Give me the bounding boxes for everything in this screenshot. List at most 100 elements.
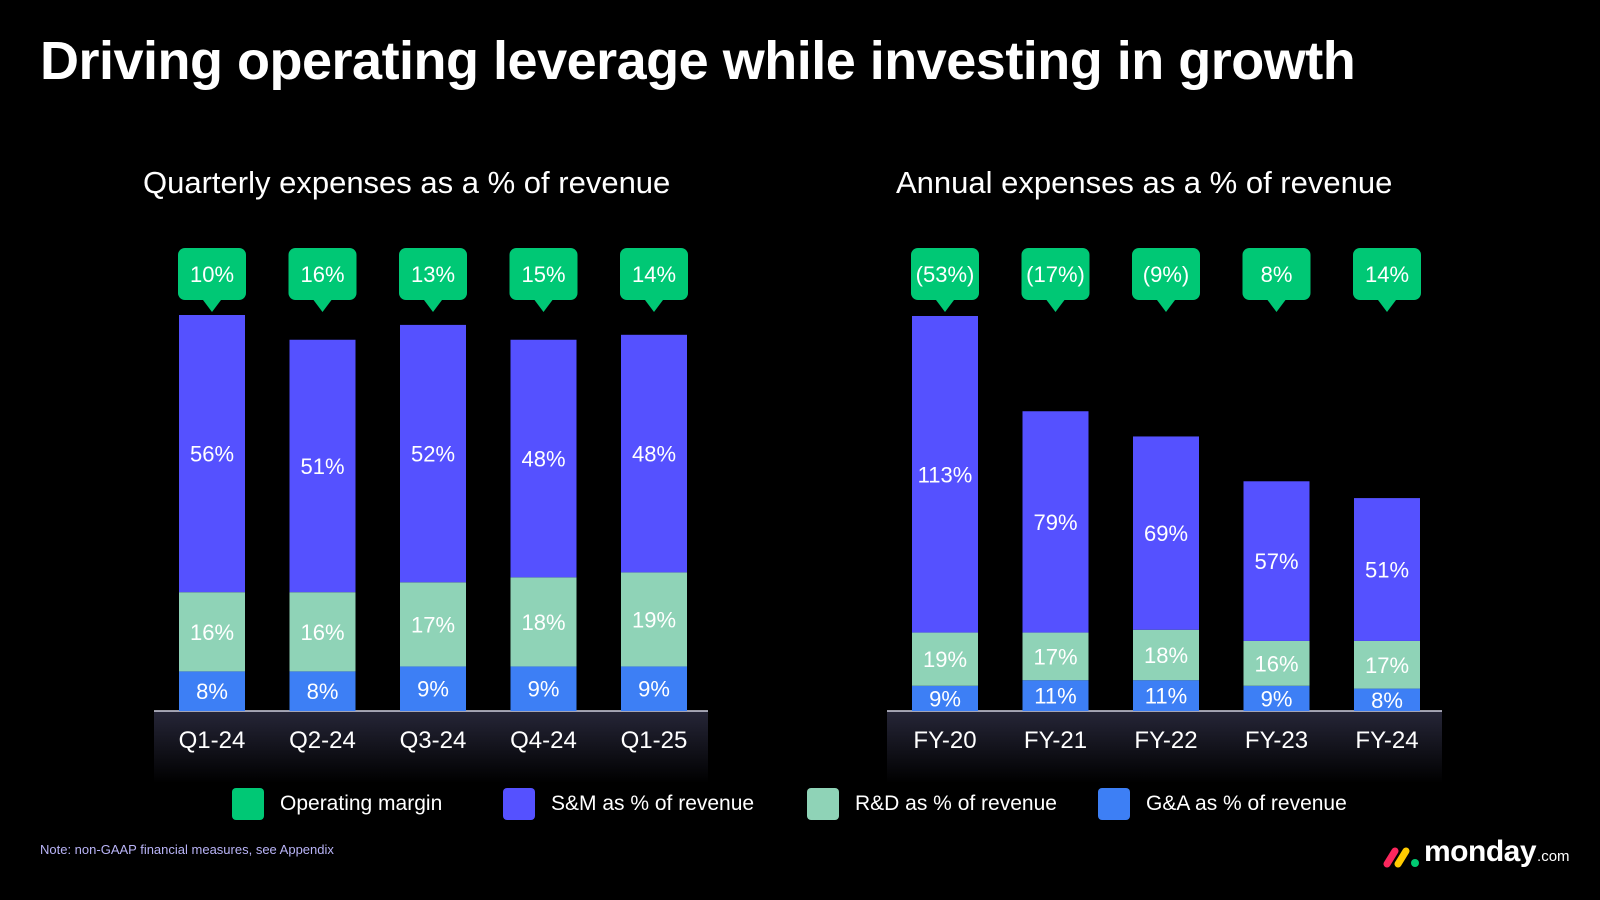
bar-rd-fy-23: [1243, 640, 1310, 686]
data-label-rd-q2-24: 16%: [300, 620, 344, 645]
legend: Operating margin S&M as % of revenue R&D…: [0, 788, 1600, 828]
bar-sm-q1-24: [179, 315, 245, 593]
bar-sm-fy-20: [912, 316, 978, 633]
bar-ga-fy-24: [1354, 688, 1420, 711]
data-label-sm-q4-24: 48%: [521, 447, 565, 472]
operating-margin-callout-fy-21: [1021, 248, 1090, 300]
tick-label-q2-24: Q2-24: [289, 727, 356, 754]
data-label-ga-fy-21: 11%: [1034, 684, 1076, 709]
operating-margin-label-fy-21: (17%): [1026, 262, 1085, 287]
operating-margin-callout-q1-24: [178, 248, 246, 300]
legend-item-ga: G&A as % of revenue: [1098, 788, 1347, 820]
data-label-rd-q1-25: 19%: [632, 607, 676, 632]
bar-ga-fy-22: [1133, 680, 1199, 711]
legend-swatch-sm: [503, 788, 535, 820]
tick-label-fy-22: FY-22: [1134, 727, 1197, 754]
data-label-rd-fy-21: 17%: [1033, 644, 1077, 669]
data-label-ga-q1-24: 8%: [196, 679, 228, 704]
legend-label: S&M as % of revenue: [551, 792, 755, 815]
data-label-ga-q3-24: 9%: [417, 677, 449, 702]
operating-margin-pointer-q2-24: [313, 300, 332, 312]
data-label-sm-q1-24: 56%: [190, 442, 234, 467]
bar-sm-fy-23: [1243, 481, 1310, 641]
operating-margin-callout-fy-24: [1353, 248, 1421, 300]
bar-rd-q1-25: [621, 572, 687, 667]
tick-label-q1-24: Q1-24: [179, 727, 246, 754]
operating-margin-pointer-fy-22: [1157, 300, 1175, 312]
data-label-ga-fy-22: 11%: [1145, 684, 1187, 709]
bar-ga-fy-23: [1243, 685, 1310, 711]
data-label-sm-q2-24: 51%: [300, 454, 344, 479]
data-label-rd-q1-24: 16%: [190, 620, 234, 645]
monday-logo: monday .com: [1382, 835, 1570, 869]
monday-logo-icon: [1383, 847, 1419, 868]
legend-swatch-ga: [1098, 788, 1130, 820]
data-label-sm-q1-25: 48%: [632, 442, 676, 467]
operating-margin-callout-fy-22: [1132, 248, 1200, 300]
data-label-ga-q1-25: 9%: [638, 677, 670, 702]
operating-margin-pointer-fy-24: [1378, 300, 1396, 312]
data-label-ga-fy-23: 9%: [1261, 686, 1293, 711]
bar-sm-q2-24: [289, 339, 356, 593]
operating-margin-label-fy-22: (9%): [1143, 262, 1189, 287]
legend-label: R&D as % of revenue: [855, 792, 1057, 815]
bar-sm-fy-21: [1022, 411, 1089, 633]
operating-margin-callout-q4-24: [509, 248, 578, 300]
bar-rd-q1-24: [179, 592, 245, 672]
data-label-rd-q3-24: 17%: [411, 612, 455, 637]
data-label-sm-fy-20: 113%: [918, 462, 973, 487]
data-label-sm-fy-22: 69%: [1144, 521, 1188, 546]
operating-margin-pointer-q1-25: [645, 300, 663, 312]
data-label-sm-fy-24: 51%: [1365, 558, 1409, 583]
legend-item-operating-margin: Operating margin: [232, 788, 442, 820]
operating-margin-pointer-fy-20: [936, 300, 954, 312]
operating-margin-label-fy-23: 8%: [1261, 262, 1293, 287]
category-axis-band: [154, 711, 708, 783]
operating-margin-callout-q3-24: [399, 248, 467, 300]
operating-margin-callout-q2-24: [288, 248, 357, 300]
data-label-ga-fy-20: 9%: [929, 686, 961, 711]
operating-margin-label-fy-24: 14%: [1365, 262, 1409, 287]
operating-margin-pointer-fy-21: [1046, 300, 1065, 312]
tick-label-fy-23: FY-23: [1245, 727, 1308, 754]
bar-rd-fy-22: [1133, 629, 1199, 681]
footnote: Note: non-GAAP financial measures, see A…: [40, 842, 334, 857]
bar-rd-fy-20: [912, 632, 978, 686]
operating-margin-callout-q1-25: [620, 248, 688, 300]
operating-margin-label-fy-20: (53%): [916, 262, 975, 287]
data-label-rd-fy-24: 17%: [1365, 653, 1409, 678]
data-label-ga-fy-24: 8%: [1371, 688, 1403, 713]
tick-label-q3-24: Q3-24: [400, 727, 467, 754]
data-label-sm-fy-23: 57%: [1254, 549, 1298, 574]
bar-rd-q2-24: [289, 592, 356, 672]
bar-sm-fy-22: [1133, 436, 1199, 630]
bar-ga-q1-25: [621, 666, 687, 711]
tick-label-fy-24: FY-24: [1355, 727, 1418, 754]
bar-rd-fy-21: [1022, 632, 1089, 681]
data-label-rd-fy-20: 19%: [923, 647, 967, 672]
legend-item-sm: S&M as % of revenue: [503, 788, 754, 820]
operating-margin-callout-fy-23: [1242, 248, 1311, 300]
operating-margin-pointer-q3-24: [424, 300, 442, 312]
bar-ga-fy-21: [1022, 680, 1089, 711]
bar-rd-q4-24: [510, 577, 577, 667]
logo-wordmark: monday: [1424, 835, 1537, 868]
legend-swatch-rd: [807, 788, 839, 820]
operating-margin-label-q4-24: 15%: [521, 262, 565, 287]
operating-margin-pointer-fy-23: [1267, 300, 1286, 312]
category-axis-band: [887, 711, 1442, 783]
bar-sm-q3-24: [400, 324, 466, 583]
data-label-rd-fy-22: 18%: [1144, 643, 1188, 668]
legend-label: Operating margin: [280, 792, 443, 815]
page-title: Driving operating leverage while investi…: [40, 31, 1356, 91]
data-label-ga-q2-24: 8%: [307, 679, 339, 704]
tick-label-fy-21: FY-21: [1024, 727, 1087, 754]
operating-margin-pointer-q4-24: [534, 300, 553, 312]
legend-swatch-operating-margin: [232, 788, 264, 820]
operating-margin-callout-fy-20: [911, 248, 979, 300]
tick-label-fy-20: FY-20: [913, 727, 976, 754]
tick-label-q4-24: Q4-24: [510, 727, 577, 754]
bar-ga-q4-24: [510, 666, 577, 711]
bar-sm-q1-25: [621, 334, 687, 573]
